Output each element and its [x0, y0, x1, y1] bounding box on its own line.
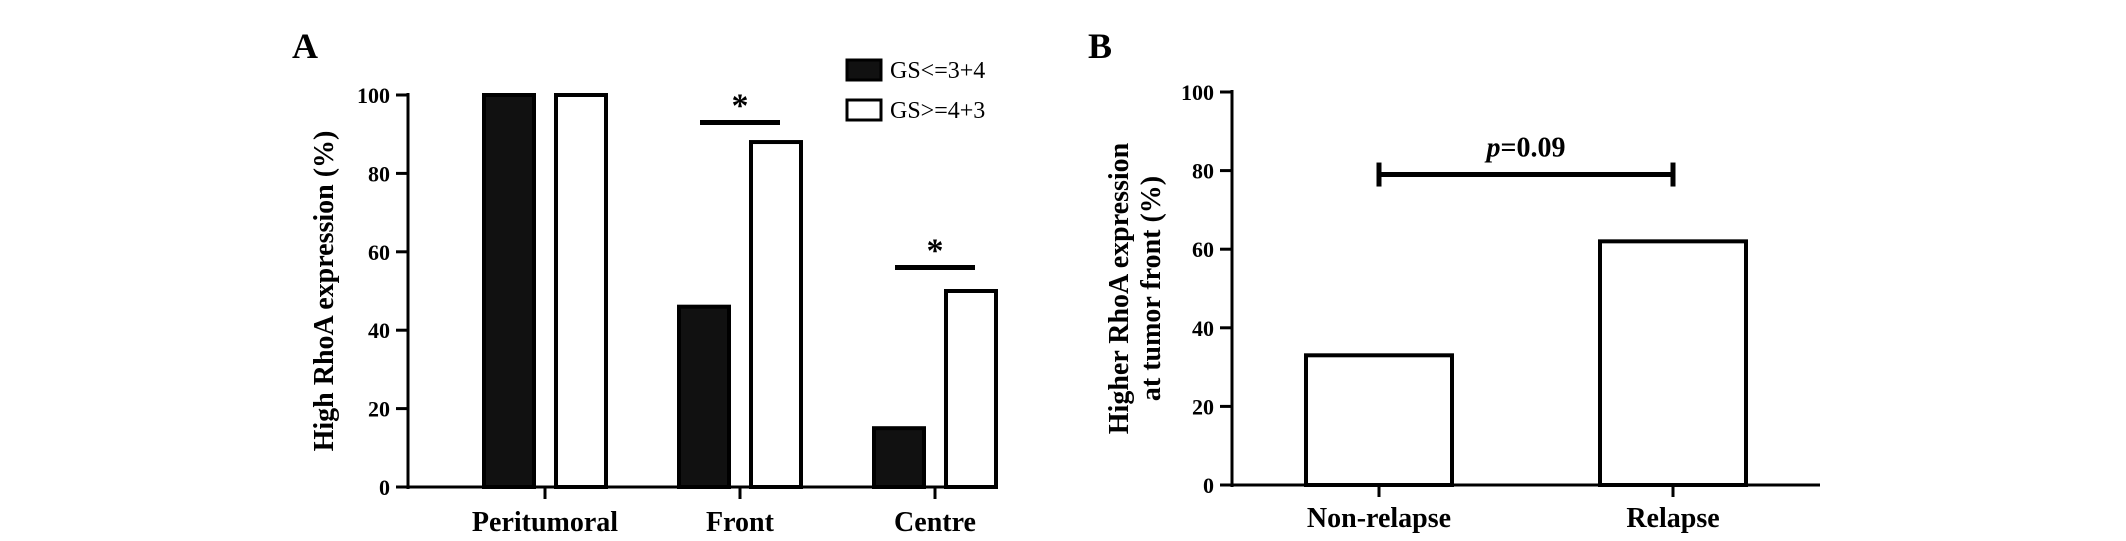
chart-b-y-tick-label: 20 — [1192, 394, 1214, 419]
chart-a-legend-label: GS>=4+3 — [890, 98, 985, 124]
chart-b-category-label: Relapse — [1626, 503, 1719, 534]
chart-b-p-value-number: =0.09 — [1501, 133, 1566, 164]
chart-b-category-label: Non-relapse — [1307, 503, 1451, 534]
chart-b-y-tick-label: 80 — [1192, 159, 1214, 184]
chart-a-y-axis-title: High RhoA expression (%) — [309, 131, 340, 452]
chart-a-y-tick-label: 0 — [379, 475, 390, 500]
chart-a-legend-swatch — [845, 98, 883, 122]
chart-a: 0 20 40 60 80 100 High RhoA expression (%) Peri… — [309, 58, 998, 538]
chart-a-y-tick-label: 100 — [357, 83, 390, 108]
chart-b-y-tick-label: 100 — [1181, 80, 1214, 105]
chart-a-significance-star: * — [732, 87, 749, 124]
chart-a-y-tick-label: 60 — [368, 240, 390, 265]
chart-a-category-label: Front — [706, 507, 775, 538]
chart-b-y-tick-label: 0 — [1203, 473, 1214, 498]
chart-a-bar — [944, 289, 998, 489]
chart-a-y-tick-label: 20 — [368, 397, 390, 422]
chart-b: 0 20 40 60 80 100 Higher RhoA expression at tum… — [1104, 80, 1820, 534]
chart-a-category-label: Peritumoral — [472, 507, 618, 538]
chart-a-bar — [677, 304, 731, 489]
chart-a-bar — [749, 140, 803, 489]
chart-b-y-tick-label: 60 — [1192, 237, 1214, 262]
chart-a-y-tick-label: 40 — [368, 318, 390, 343]
chart-a-legend-label: GS<=3+4 — [890, 58, 985, 84]
chart-b-y-axis-title-line1: Higher RhoA expression — [1104, 142, 1135, 434]
chart-a-category-label: Centre — [894, 507, 976, 538]
chart-b-bar — [1598, 239, 1748, 487]
panel-b-letter: B — [1088, 26, 1112, 66]
chart-a-bar — [482, 93, 536, 489]
panel-a-letter: A — [292, 26, 318, 66]
chart-a-legend-swatch — [845, 58, 883, 82]
chart-a-bar — [554, 93, 608, 489]
chart-b-y-axis-title-line2: at tumor front (%) — [1136, 176, 1167, 401]
chart-a-y-tick-label: 80 — [368, 161, 390, 186]
chart-b-p-value: p=0.09 — [1485, 133, 1566, 164]
chart-b-p-value-symbol: p — [1485, 133, 1501, 164]
chart-b-bar — [1304, 353, 1454, 487]
chart-a-legend: GS<=3+4 GS>=4+3 — [845, 58, 985, 124]
chart-a-bar — [872, 426, 926, 490]
chart-b-y-tick-label: 40 — [1192, 316, 1214, 341]
chart-a-significance-star: * — [927, 232, 944, 269]
